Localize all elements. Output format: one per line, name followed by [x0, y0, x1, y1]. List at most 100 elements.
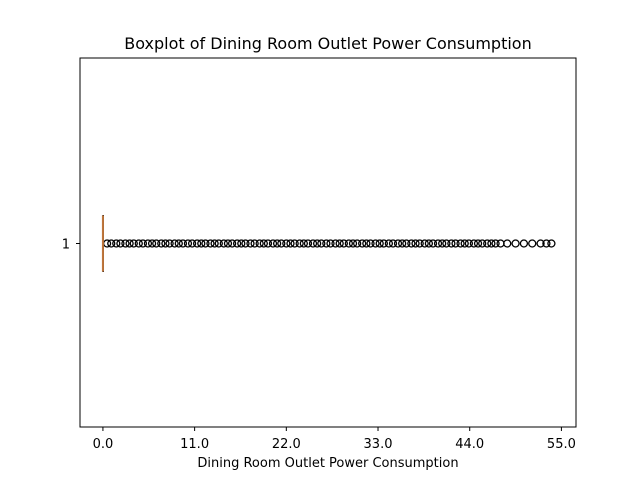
x-axis-label: Dining Room Outlet Power Consumption — [197, 456, 458, 471]
flier-point — [187, 239, 197, 248]
flier-point — [246, 239, 255, 248]
x-tick-label: 22.0 — [272, 437, 301, 452]
flier-point — [223, 239, 233, 248]
flier-point — [147, 239, 157, 248]
flier-point — [201, 239, 210, 248]
flier-point — [268, 239, 278, 248]
plot-area — [101, 215, 556, 272]
flier-point — [116, 239, 125, 248]
flier-point — [379, 239, 389, 248]
flier-point — [528, 239, 537, 248]
flier-point — [219, 239, 228, 248]
flier-point — [107, 239, 116, 248]
flier-point — [317, 239, 326, 248]
flier-point — [348, 239, 358, 248]
flier-point — [259, 239, 268, 248]
flier-point — [232, 239, 242, 248]
flier-point — [371, 239, 380, 248]
flier-point — [134, 239, 143, 248]
axes-frame — [79, 57, 577, 428]
flier-point — [183, 239, 193, 248]
flier-point — [547, 239, 556, 248]
flier-point — [197, 239, 206, 248]
flier-point — [143, 239, 153, 248]
flier-point — [227, 239, 237, 248]
flier-point — [178, 239, 188, 248]
flier-point — [473, 239, 483, 248]
flier-point — [121, 239, 130, 248]
x-tick-label: 44.0 — [455, 437, 484, 452]
flier-point — [129, 239, 138, 248]
flier-point — [366, 239, 375, 248]
flier-point — [161, 239, 170, 248]
flier-point — [138, 239, 148, 248]
x-tick-label: 33.0 — [364, 437, 393, 452]
flier-point — [255, 239, 264, 248]
flier-point — [424, 239, 434, 248]
flier-point — [438, 239, 447, 248]
flier-point — [358, 239, 367, 248]
chart-title: Boxplot of Dining Room Outlet Power Cons… — [124, 34, 531, 53]
flier-point — [542, 239, 551, 248]
flier-point — [214, 239, 223, 248]
flier-point — [393, 239, 403, 248]
flier-point — [308, 239, 318, 248]
flier-point — [339, 239, 348, 248]
flier-point — [362, 239, 371, 248]
flier-point — [388, 239, 398, 248]
flier-point — [241, 239, 250, 248]
flier-point — [483, 239, 492, 248]
x-tick-label: 11.0 — [180, 437, 209, 452]
flier-point — [206, 239, 215, 248]
flier-point — [428, 239, 438, 248]
flier-point — [152, 239, 161, 248]
flier-point — [384, 239, 394, 248]
flier-point — [398, 239, 407, 248]
flier-point — [250, 239, 259, 248]
flier-point — [303, 239, 313, 248]
flier-point — [157, 239, 166, 248]
flier-point — [491, 239, 500, 248]
flier-point — [420, 239, 429, 248]
flier-point — [170, 239, 179, 248]
flier-point — [192, 239, 202, 248]
flier-point — [286, 239, 295, 248]
flier-point — [277, 239, 286, 248]
flier-point — [272, 239, 282, 248]
flier-point — [112, 239, 121, 248]
flier-point — [451, 239, 460, 248]
flier-point — [447, 239, 456, 248]
flier-point — [503, 239, 512, 248]
flier-point — [237, 239, 246, 248]
flier-point — [125, 239, 134, 248]
flier-point — [464, 239, 474, 248]
flier-point — [295, 239, 304, 248]
flier-point — [411, 239, 420, 248]
flier-point — [353, 239, 362, 248]
flier-point — [313, 239, 322, 248]
flier-point — [335, 239, 344, 248]
flier-point — [299, 239, 308, 248]
flier-point — [456, 239, 465, 248]
flier-point — [331, 239, 340, 248]
flier-point — [165, 239, 174, 248]
flier-point — [442, 239, 451, 248]
flier-point — [263, 239, 273, 248]
flier-point — [536, 239, 545, 248]
flier-point — [344, 239, 353, 248]
flier-point — [460, 239, 469, 248]
flier-point — [174, 239, 183, 248]
flier-point — [290, 239, 299, 248]
flier-point — [402, 239, 411, 248]
flier-point — [210, 239, 219, 248]
flier-point — [469, 239, 479, 248]
flier-point — [322, 239, 331, 248]
y-axis: 1 — [62, 238, 80, 253]
flier-point — [433, 239, 443, 248]
flier-point — [415, 239, 424, 248]
x-tick-label: 0.0 — [93, 437, 114, 452]
flier-point — [519, 239, 529, 248]
flier-point — [326, 239, 335, 248]
flier-point — [478, 239, 487, 248]
